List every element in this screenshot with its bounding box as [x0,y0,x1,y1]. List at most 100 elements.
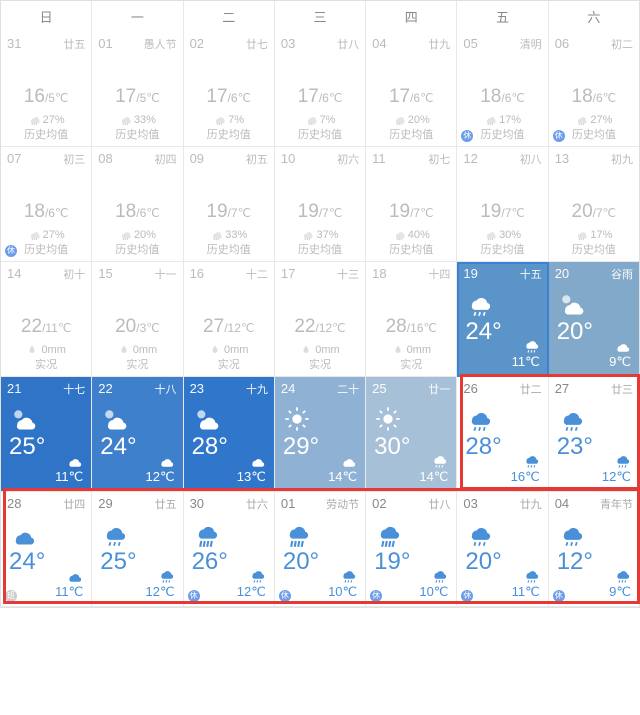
low-temp: /7℃ [501,206,524,220]
holiday-badge: 休 [553,130,565,142]
precip-value: 0mm [224,344,248,356]
lunar-label: 十九 [246,381,268,397]
rain-icon [522,451,540,469]
note-label: 实况 [275,356,365,372]
high-temp: 20 [572,201,593,222]
calendar-cell[interactable]: 07初三18/6℃ 27%历史均值休 [1,147,92,262]
date-number: 21 [7,381,21,397]
lunar-label: 廿六 [246,496,268,512]
high-temp: 28° [465,433,501,461]
calendar-cell[interactable]: 19十五24°11℃ [457,262,548,377]
low-temp: /11℃ [42,321,71,335]
drizzle-icon [393,114,405,126]
calendar-cell[interactable]: 17十三22/12℃ 0mm实况 [275,262,366,377]
lunar-label: 十二 [246,266,268,282]
calendar-cell[interactable]: 13初九20/7℃ 17%历史均值 [549,147,639,262]
drizzle-icon [575,229,587,241]
droplet-icon [118,344,130,356]
calendar-cell[interactable]: 22十八24°12℃ [92,377,183,492]
calendar-cell[interactable]: 14初十22/11℃ 0mm实况 [1,262,92,377]
high-temp: 19 [480,201,501,222]
calendar-cell[interactable]: 10初六19/7℃ 37%历史均值 [275,147,366,262]
date-number: 02 [190,36,204,52]
date-number: 19 [463,266,477,282]
calendar-cell[interactable]: 01劳动节20°10℃休 [275,492,366,607]
calendar-cell[interactable]: 06初二18/6℃ 27%历史均值休 [549,32,639,147]
calendar-cell[interactable]: 16十二27/12℃ 0mm实况 [184,262,275,377]
lunar-label: 廿八 [428,496,450,512]
precip-value: 33% [134,114,156,126]
low-temp: /7℃ [593,206,616,220]
holiday-badge: 休 [279,590,291,602]
high-temp: 25° [100,548,136,576]
calendar-cell[interactable]: 15十一20/3℃ 0mm实况 [92,262,183,377]
low-temp: 10℃ [328,584,357,600]
low-temp: /7℃ [319,206,342,220]
high-temp: 17 [389,86,410,107]
lunar-label: 廿八 [337,36,359,52]
low-temp: /6℃ [228,91,251,105]
high-temp: 18 [115,201,136,222]
high-temp: 28 [386,316,407,337]
date-number: 04 [372,36,386,52]
date-number: 08 [98,151,112,167]
calendar-cell[interactable]: 02廿八19°10℃休 [366,492,457,607]
low-temp: 12℃ [146,584,175,600]
high-temp: 24° [465,318,501,346]
calendar-cell[interactable]: 09初五19/7℃ 33%历史均值 [184,147,275,262]
calendar-cell[interactable]: 05清明18/6℃ 17%历史均值休 [457,32,548,147]
drizzle-icon [119,114,131,126]
note-label: 历史均值 [275,126,365,142]
calendar-cell[interactable]: 29廿五25°12℃ [92,492,183,607]
calendar-cell[interactable]: 02廿七17/6℃ 7%历史均值 [184,32,275,147]
high-temp: 18 [480,86,501,107]
calendar-cell[interactable]: 03廿八17/6℃ 7%历史均值 [275,32,366,147]
lunar-label: 青年节 [600,496,633,512]
calendar-cell[interactable]: 04廿九17/6℃ 20%历史均值 [366,32,457,147]
date-number: 28 [7,496,21,512]
lunar-label: 初七 [428,151,450,167]
calendar-cell[interactable]: 30廿六26°12℃休 [184,492,275,607]
precip-value: 27% [590,114,612,126]
calendar-cell[interactable]: 01愚人节17/5℃ 33%历史均值 [92,32,183,147]
calendar-cell[interactable]: 24二十29°14℃ [275,377,366,492]
calendar-cell[interactable]: 28廿四24°11℃班 [1,492,92,607]
precip-value: 20% [408,114,430,126]
calendar-cell[interactable]: 25廿一30°14℃ [366,377,457,492]
calendar-cell[interactable]: 21十七25°11℃ [1,377,92,492]
rain-icon [157,566,175,584]
date-number: 03 [463,496,477,512]
low-temp: /6℃ [319,91,342,105]
high-temp: 17 [298,86,319,107]
calendar-cell[interactable]: 11初七19/7℃ 40%历史均值 [366,147,457,262]
date-number: 29 [98,496,112,512]
precip-value: 40% [408,229,430,241]
cloud-icon [9,520,37,548]
calendar-cell[interactable]: 18十四28/16℃ 0mm实况 [366,262,457,377]
drizzle-icon [28,114,40,126]
note-label: 历史均值 [184,241,274,257]
weekday-cell: 三 [275,1,366,32]
calendar-cell[interactable]: 04青年节12°9℃休 [549,492,639,607]
lunar-label: 初三 [63,151,85,167]
low-temp: /6℃ [501,91,524,105]
calendar-cell[interactable]: 12初八19/7℃ 30%历史均值 [457,147,548,262]
calendar-cell[interactable]: 03廿九20°11℃休 [457,492,548,607]
precip-value: 0mm [407,344,431,356]
lunar-label: 初二 [611,36,633,52]
calendar-cell[interactable]: 27廿三23°12℃ [549,377,639,492]
rain-icon [100,520,128,548]
high-temp: 19° [374,548,410,576]
lunar-label: 十八 [155,381,177,397]
calendar-cell[interactable]: 23十九28°13℃ [184,377,275,492]
high-temp: 27 [203,316,224,337]
date-number: 06 [555,36,569,52]
calendar-cell[interactable]: 31廿五16/5℃ 27%历史均值 [1,32,92,147]
note-label: 历史均值 [92,241,182,257]
calendar-cell[interactable]: 08初四18/6℃ 20%历史均值 [92,147,183,262]
high-temp: 22 [21,316,42,337]
low-temp: /16℃ [407,321,437,335]
calendar-cell[interactable]: 26廿二28°16℃ [457,377,548,492]
sun-icon [374,405,402,433]
calendar-cell[interactable]: 20谷雨20°9℃ [549,262,639,377]
